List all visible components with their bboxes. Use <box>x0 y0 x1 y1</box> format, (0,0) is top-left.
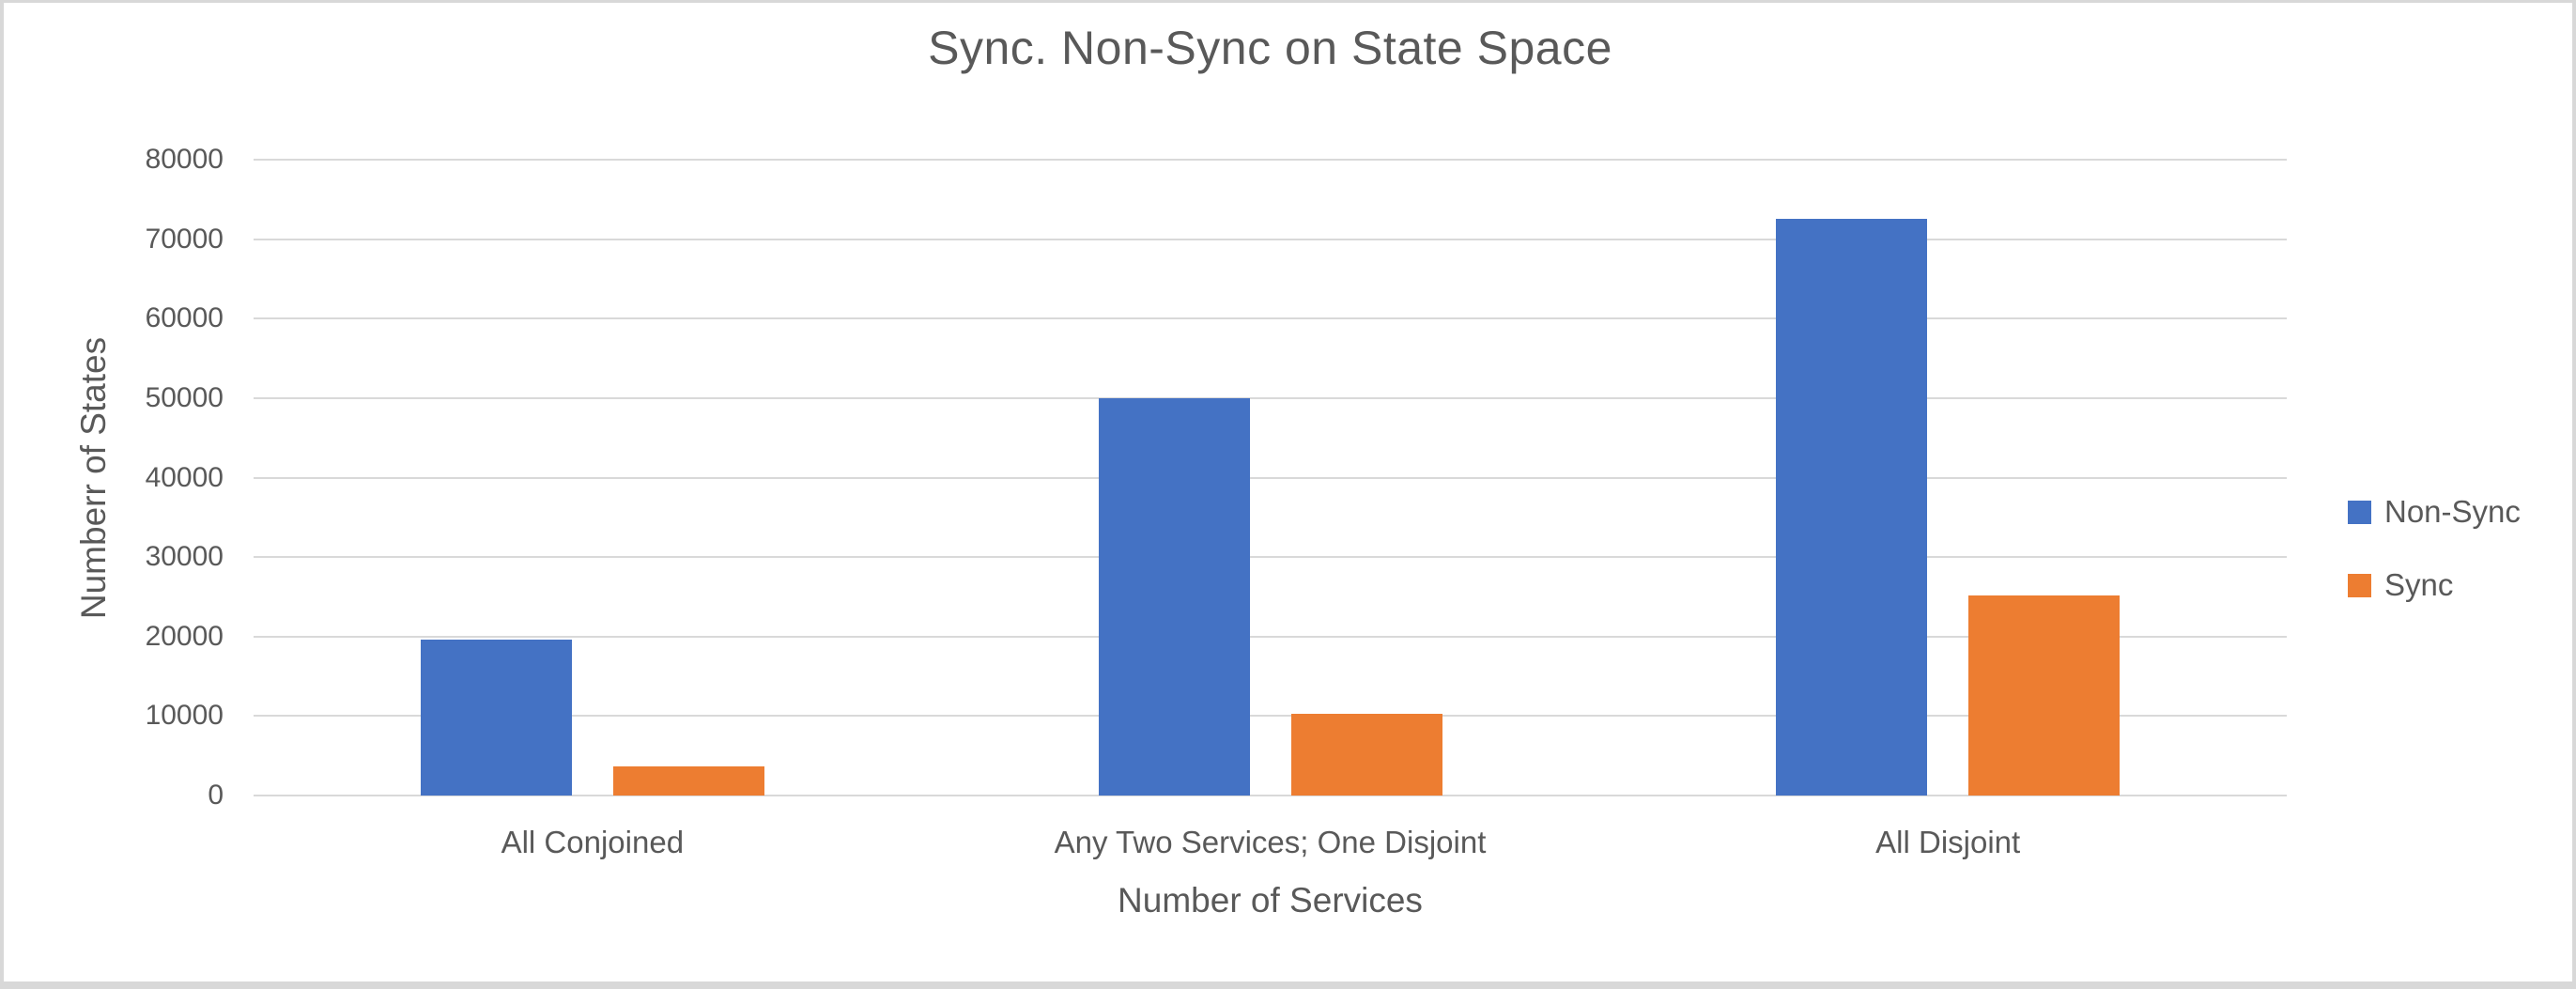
plot-area <box>254 159 2287 796</box>
x-axis-title: Number of Services <box>1118 881 1423 919</box>
x-axis-tick-labels: All Conjoined Any Two Services; One Disjo… <box>254 825 2287 860</box>
window-border-right <box>2572 0 2576 989</box>
x-tick-label: Any Two Services; One Disjoint <box>1054 825 1487 859</box>
bar-sync <box>1290 713 1442 796</box>
legend-entry-sync: Sync <box>2348 567 2521 603</box>
legend: Non-Sync Sync <box>2348 494 2521 603</box>
gridline <box>254 317 2287 320</box>
gridline <box>254 396 2287 399</box>
bar-non-sync <box>1776 219 1928 796</box>
bar-sync <box>612 765 764 796</box>
window-border-left <box>0 0 4 989</box>
gridline <box>254 159 2287 161</box>
y-tick-label: 80000 <box>145 144 224 175</box>
y-tick-label: 10000 <box>145 700 224 732</box>
bar-group <box>254 160 932 796</box>
bar-group <box>1609 160 2287 796</box>
y-tick-label: 30000 <box>145 541 224 573</box>
y-tick-label: 0 <box>208 780 224 811</box>
gridline <box>254 556 2287 559</box>
window-border-bottom <box>0 981 2576 989</box>
y-axis-tick-labels: 0 10000 20000 30000 40000 50000 60000 70000 8000… <box>0 144 225 811</box>
legend-swatch-icon <box>2348 500 2371 524</box>
gridline <box>254 238 2287 240</box>
y-tick-label: 20000 <box>145 620 224 652</box>
gridline <box>254 476 2287 479</box>
bar-non-sync <box>420 640 572 796</box>
gridline <box>254 635 2287 638</box>
legend-label: Non-Sync <box>2384 494 2521 529</box>
x-tick-label: All Disjoint <box>1875 825 2021 859</box>
gridline <box>254 715 2287 718</box>
bars-row <box>254 160 2287 796</box>
y-tick-label: 60000 <box>145 302 224 334</box>
legend-swatch-icon <box>2348 573 2371 597</box>
window-border-top <box>0 0 2576 3</box>
x-tick-label: All Conjoined <box>501 825 685 859</box>
legend-entry-non-sync: Non-Sync <box>2348 494 2521 530</box>
y-tick-label: 40000 <box>145 461 224 493</box>
bar-group <box>932 160 1610 796</box>
bar-non-sync <box>1098 397 1250 796</box>
legend-label: Sync <box>2384 567 2454 602</box>
y-tick-label: 50000 <box>145 381 224 413</box>
chart-title: Sync. Non-Sync on State Space <box>928 22 1612 74</box>
y-tick-label: 70000 <box>145 223 224 255</box>
bar-sync <box>1968 595 2121 796</box>
x-axis-line <box>254 795 2287 796</box>
